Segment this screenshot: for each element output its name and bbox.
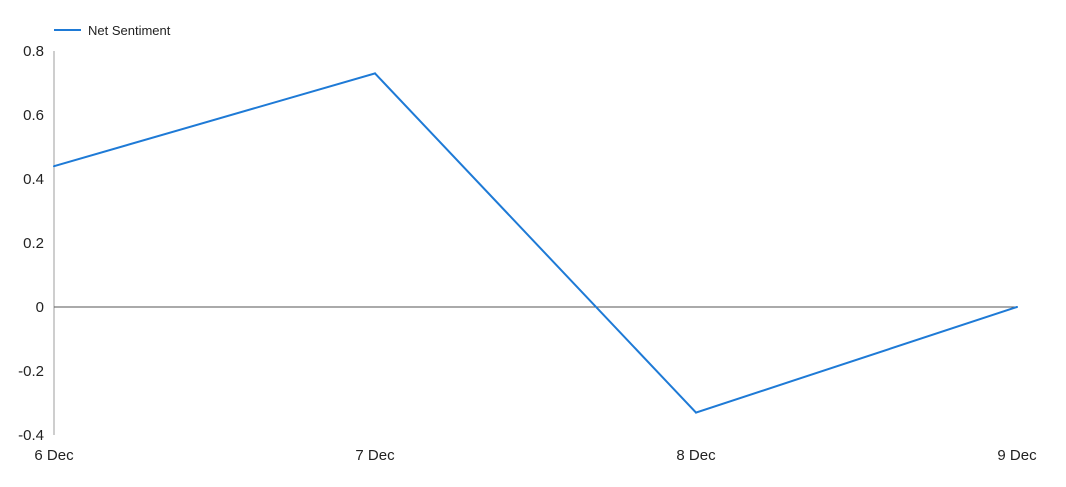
y-tick-label: -0.4: [18, 427, 44, 444]
y-tick-label: 0: [36, 299, 44, 316]
series-layer: [53, 72, 1018, 414]
axes: [53, 51, 1017, 435]
x-tick-label: 6 Dec: [34, 447, 74, 464]
y-tick-label: 0.8: [23, 43, 44, 60]
data-point: [695, 411, 697, 414]
legend-label-net-sentiment: Net Sentiment: [88, 23, 171, 38]
y-axis-ticks: 0.8 0.6 0.4 0.2 0 -0.2 -0.4: [18, 43, 44, 444]
x-tick-label: 9 Dec: [997, 447, 1037, 464]
legend: Net Sentiment: [54, 23, 171, 38]
y-tick-label: 0.4: [23, 171, 44, 188]
y-tick-label: 0.2: [23, 235, 44, 252]
x-tick-label: 7 Dec: [355, 447, 395, 464]
x-tick-label: 8 Dec: [676, 447, 716, 464]
y-tick-label: -0.2: [18, 363, 44, 380]
x-axis-ticks: 6 Dec 7 Dec 8 Dec 9 Dec: [34, 447, 1037, 464]
data-point: [53, 165, 55, 168]
series-line-net-sentiment: [53, 72, 1018, 414]
data-point: [374, 72, 376, 75]
y-tick-label: 0.6: [23, 107, 44, 124]
data-point: [1016, 306, 1018, 308]
